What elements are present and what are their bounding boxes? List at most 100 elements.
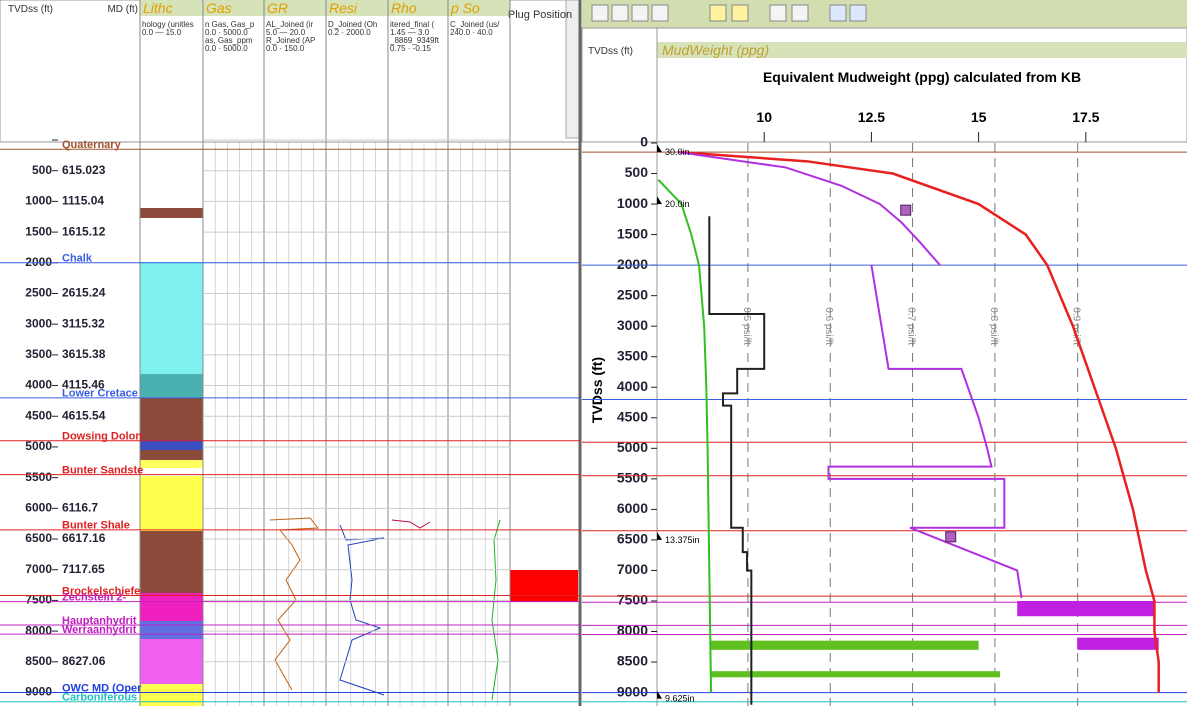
track-name: Rho <box>391 0 417 16</box>
formation-label: Hauptanhydrit <box>62 615 137 627</box>
y-tick-label: 3000 <box>617 317 648 333</box>
x-tick-label: 17.5 <box>1072 109 1099 125</box>
sample-point <box>945 531 957 543</box>
toolbar-icons[interactable] <box>591 4 867 22</box>
casing-label: 13.375in <box>665 535 700 545</box>
depth-label: 1000 <box>25 194 52 208</box>
gradient-label: 0.5 psi/ft <box>741 307 752 345</box>
track-name: Lithc <box>143 0 173 16</box>
casing-marker <box>657 196 662 205</box>
formation-label: Zechstein 2- <box>62 592 127 604</box>
casing-marker <box>657 144 662 153</box>
y-tick-label: 9000 <box>617 683 648 699</box>
curve <box>657 178 713 693</box>
track-scale: as, Gas_ppm <box>205 36 253 45</box>
gradient-label: 0.6 psi/ft <box>823 307 834 345</box>
y-tick-label: 500 <box>625 164 649 180</box>
toolbar <box>582 0 1187 28</box>
formation-label: Bunter Sandste <box>62 464 143 476</box>
formation-label: Werraanhydrit <box>62 624 137 636</box>
md-label: 2615.24 <box>62 286 106 300</box>
track-scale: 5.0 — 20.0 <box>266 28 306 37</box>
track-title-band <box>657 42 1187 58</box>
depth-label: 4000 <box>25 378 52 392</box>
depth-label: 8500 <box>25 654 52 668</box>
track-grid <box>214 142 498 706</box>
formation-label: Chalk <box>62 253 93 265</box>
track-scale: 0.0 · 5000.0 <box>205 44 248 53</box>
track-name: p So <box>450 0 480 16</box>
y-tick-label: 5000 <box>617 439 648 455</box>
md-header: MD (ft) <box>107 4 138 15</box>
gradient-label: 0.8 psi/ft <box>988 307 999 345</box>
md-label: 615.023 <box>62 163 106 177</box>
track-scale: 0.2 · 2000.0 <box>328 28 371 37</box>
y-tick-label: 7000 <box>617 561 648 577</box>
chart-title: Equivalent Mudweight (ppg) calculated fr… <box>763 69 1081 85</box>
depth-label: 5000 <box>25 439 52 453</box>
track-scale: itered_final ( <box>390 20 434 29</box>
interval-block <box>711 671 1001 678</box>
curve <box>678 151 941 266</box>
x-tick-label: 12.5 <box>858 109 885 125</box>
track-title-band <box>140 0 510 16</box>
track-scale: 0.0 · 150.0 <box>266 44 305 53</box>
md-label: 4615.54 <box>62 408 106 422</box>
casing-label: 20.0in <box>665 199 690 209</box>
curve <box>678 150 1160 693</box>
y-tick-label: 6500 <box>617 531 648 547</box>
y-tick-label: 4000 <box>617 378 648 394</box>
track-scale: _8869_9349ft <box>389 36 440 45</box>
y-tick-label: 7500 <box>617 592 648 608</box>
depth-label: 6000 <box>25 501 52 515</box>
md-label: 1115.04 <box>62 194 104 208</box>
depth-header: TVDss (ft) <box>588 46 633 57</box>
track-scale: D_Joined (Oh <box>328 20 377 29</box>
formation-label: Quaternary <box>62 139 122 151</box>
x-tick-label: 10 <box>756 109 772 125</box>
casing-label: 30.0in <box>665 147 690 157</box>
casing-label: 9.625in <box>665 694 695 704</box>
gradient-label: 0.7 psi/ft <box>906 307 917 345</box>
formation-label: Dowsing Dolon <box>62 431 142 443</box>
depth-label: 3500 <box>25 347 52 361</box>
sample-point <box>900 204 912 216</box>
depth-label: 2000 <box>25 255 52 269</box>
md-label: 6617.16 <box>62 531 106 545</box>
interval-block <box>1017 600 1155 617</box>
depth-label: 7000 <box>25 562 52 576</box>
y-tick-label: 5500 <box>617 470 648 486</box>
depth-label: 9000 <box>25 685 52 699</box>
md-label: 3115.32 <box>62 316 105 330</box>
interval-block <box>1077 637 1159 650</box>
casing-marker <box>657 690 662 699</box>
y-tick-label: 1000 <box>617 195 648 211</box>
plug-header: Plug Position <box>508 9 572 21</box>
md-label: 1615.12 <box>62 224 106 238</box>
y-tick-label: 2000 <box>617 256 648 272</box>
casing-marker <box>657 531 662 540</box>
track-header: MudWeight (ppg) <box>662 42 769 58</box>
track-scale: AL_Joined (ir <box>266 20 313 29</box>
md-label: 4115.46 <box>62 378 105 392</box>
formation-label: Carboniferous <box>62 692 137 704</box>
y-tick-label: 6000 <box>617 500 648 516</box>
track-scale: 0.0 · 5000.0 <box>205 28 248 37</box>
depth-label: 4500 <box>25 408 52 422</box>
md-label: 3615.38 <box>62 347 106 361</box>
depth-label: 1500 <box>25 224 52 238</box>
y-tick-label: 2500 <box>617 286 648 302</box>
track-name: GR <box>267 0 288 16</box>
md-label: 6116.7 <box>62 501 98 515</box>
lithology <box>140 208 203 706</box>
formation-label: Bunter Shale <box>62 520 130 532</box>
depth-label: 3000 <box>25 316 52 330</box>
depth-label: 500 <box>32 163 52 177</box>
track-name: Gas <box>206 0 232 16</box>
y-tick-label: 1500 <box>617 225 648 241</box>
y-axis-label: TVDss (ft) <box>589 357 605 423</box>
track-scale: C_Joined (us/ <box>450 20 500 29</box>
depth-label: 6500 <box>25 531 52 545</box>
depth-label: 7500 <box>25 593 52 607</box>
